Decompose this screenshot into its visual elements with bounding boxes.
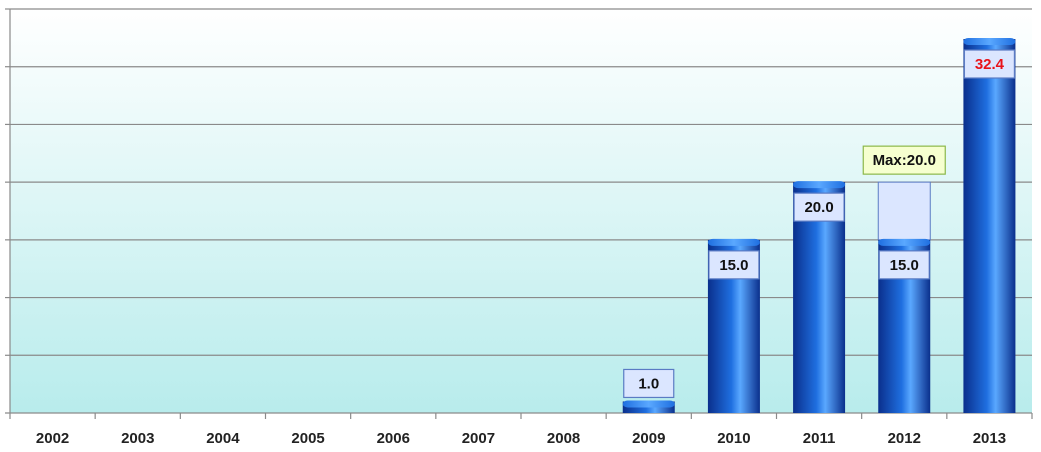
- value-label: 15.0: [890, 257, 919, 274]
- x-tick-label: 2008: [547, 430, 580, 447]
- bar: [963, 39, 1016, 414]
- value-labels: Max:20.0 1.0 15.0 20.0 15.0 32.4: [623, 49, 1016, 399]
- gridlines: [10, 8, 1032, 356]
- value-label: 32.4: [975, 56, 1005, 73]
- x-tick-label: 2007: [462, 430, 495, 447]
- bars: [622, 38, 1016, 414]
- plot-area: [10, 9, 1032, 413]
- value-label-box: [623, 368, 675, 399]
- x-tick-label: 2011: [803, 430, 836, 447]
- x-tick-label: 2003: [121, 430, 154, 447]
- x-tick-label: 2013: [973, 430, 1006, 447]
- x-tick-label: 2010: [717, 430, 750, 447]
- max-range-marker: [877, 181, 931, 241]
- x-tick-label: 2004: [206, 430, 240, 447]
- x-tick-label: 2009: [632, 430, 665, 447]
- bar-cap: [963, 38, 1016, 46]
- value-label-box: [793, 192, 845, 222]
- x-tick-label: 2005: [291, 430, 324, 447]
- value-label: 20.0: [804, 199, 833, 216]
- x-axis-tick-labels: 2002 2003 2004 2005 2006 2007 2008 2009 2010 2011…: [36, 430, 1006, 447]
- value-label-box: [878, 250, 930, 280]
- axes: [5, 8, 1033, 419]
- x-tick-label: 2002: [36, 430, 69, 447]
- value-label-box: [963, 49, 1016, 79]
- value-label: 1.0: [638, 375, 659, 392]
- value-label: 15.0: [719, 257, 748, 274]
- bar-cap: [622, 400, 675, 408]
- bar-cap: [878, 238, 931, 246]
- bar-cap: [793, 181, 846, 189]
- max-label: Max:20.0: [873, 152, 936, 169]
- bar-cap: [707, 238, 760, 246]
- x-tick-label: 2012: [888, 430, 921, 447]
- max-label-box: [862, 145, 946, 175]
- value-label-box: [708, 250, 760, 280]
- x-tick-label: 2006: [377, 430, 410, 447]
